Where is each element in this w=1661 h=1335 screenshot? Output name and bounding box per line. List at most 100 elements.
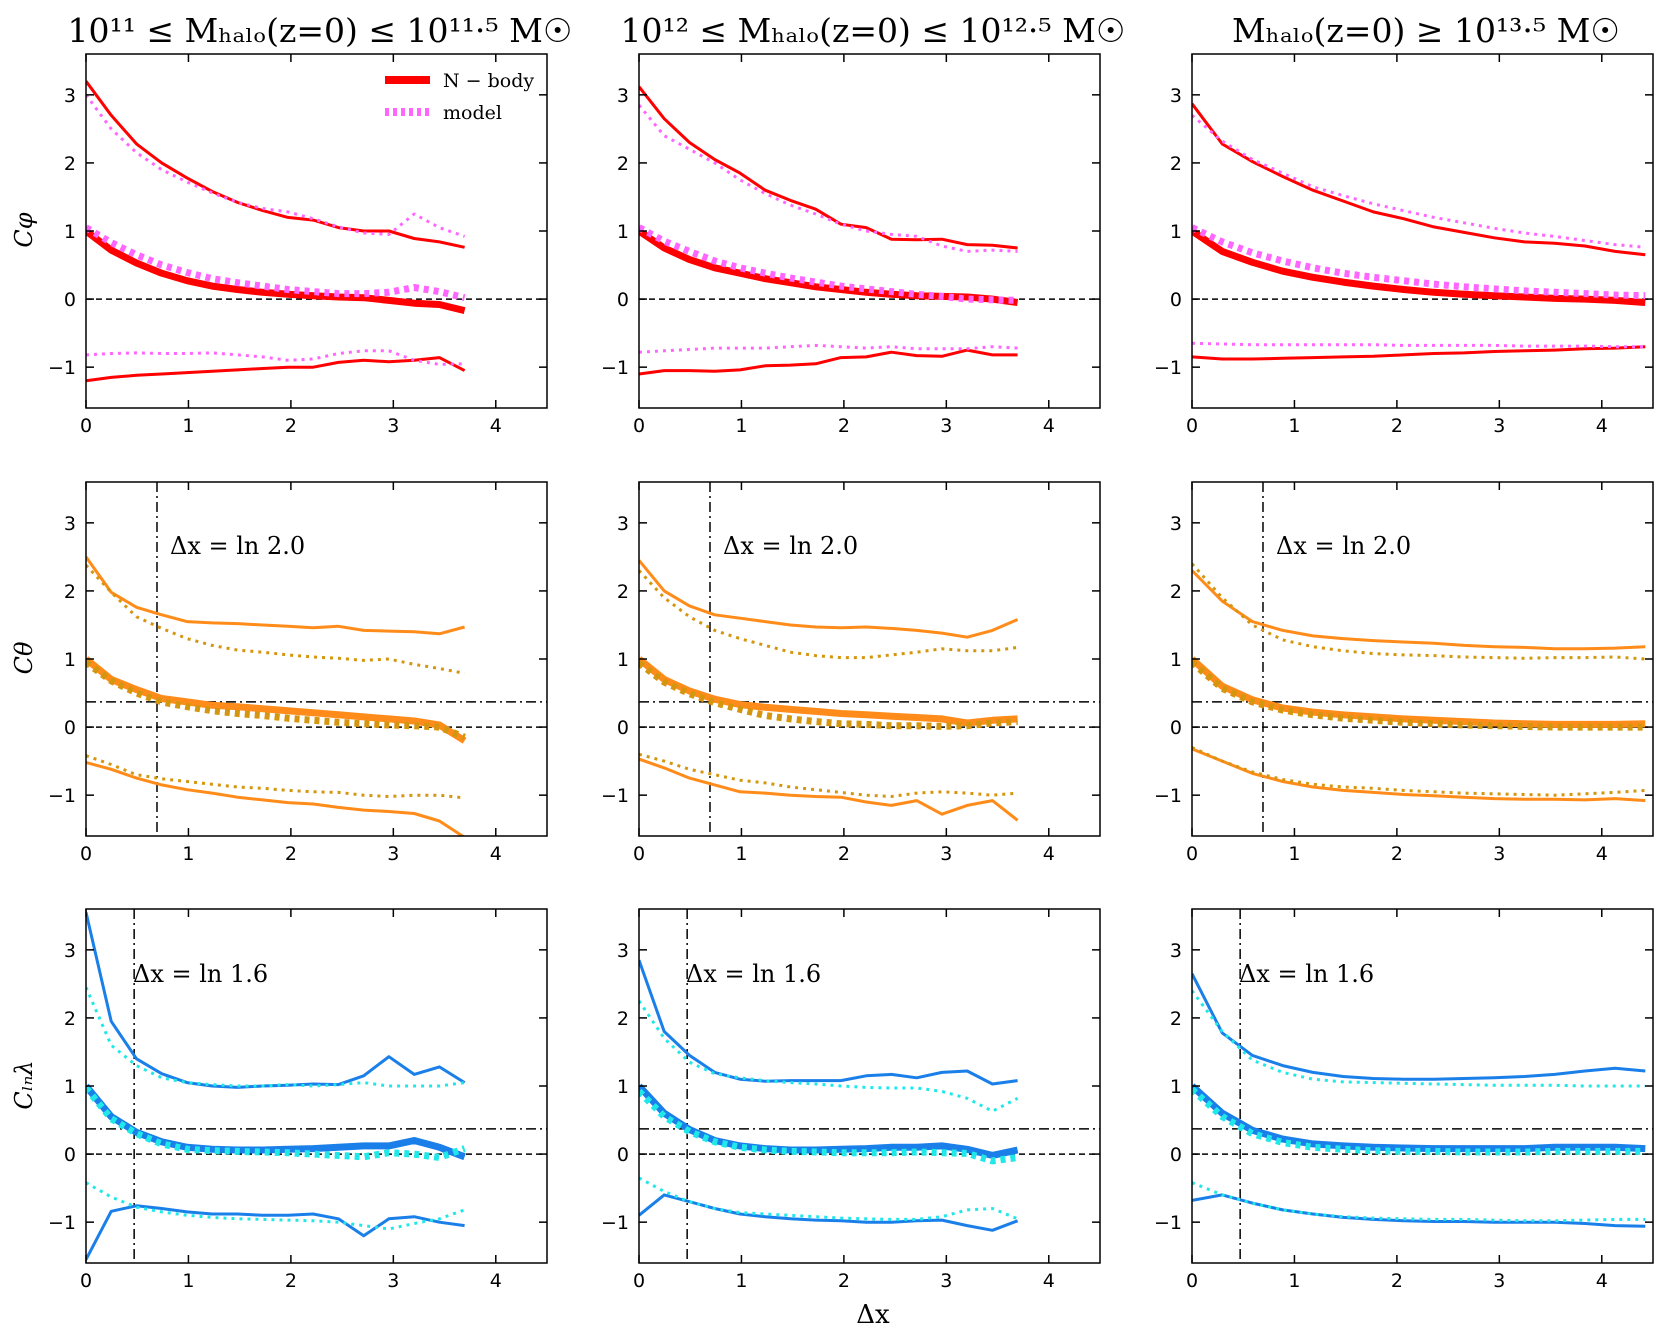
y-tick-label: 3	[1170, 940, 1182, 962]
y-tick-label: −1	[601, 1212, 629, 1234]
series-band-n-body-lower	[1192, 747, 1646, 803]
x-tick-label: 4	[1596, 1270, 1608, 1292]
x-tick-label: 3	[940, 843, 952, 865]
series-model-mean-model-mean	[86, 1085, 466, 1161]
y-tick-label: 2	[64, 1008, 76, 1030]
y-tick-label: 0	[64, 717, 76, 739]
y-tick-label: 1	[64, 221, 76, 243]
panels-group: 0 1 2 3 4 −1 0 1 2 3 0 1 2 3 4 −1 0 1 2 3 0 1 2 3 4 −1 0 1 2 3 0 1 2 3 4 −1…	[48, 53, 1654, 1292]
y-tick-label: 2	[617, 581, 629, 603]
y-tick-label: 3	[64, 513, 76, 535]
y-tick-label: −1	[1154, 357, 1182, 379]
y-tick-label: 1	[1170, 1076, 1182, 1098]
x-tick-label: 2	[285, 1270, 297, 1292]
x-tick-label: 4	[490, 415, 502, 437]
series-band-n-body-upper	[639, 559, 1019, 639]
x-tick-label: 4	[490, 1270, 502, 1292]
series-mean-n-body-mean	[86, 228, 466, 315]
series-model-band-model-lower	[1192, 1181, 1646, 1223]
y-tick-label: 3	[64, 940, 76, 962]
y-tick-label: 0	[617, 289, 629, 311]
series-model-band-model-upper	[86, 564, 465, 675]
y-tick-label: −1	[601, 785, 629, 807]
y-tick-label: 2	[64, 581, 76, 603]
series-model-band-model-lower	[86, 349, 465, 366]
series-model-mean-model-mean	[639, 1088, 1019, 1165]
x-tick-label: 1	[182, 1270, 194, 1292]
y-tick-label: 1	[1170, 649, 1182, 671]
legend: N − body model	[385, 70, 534, 124]
x-tick-label: 3	[387, 415, 399, 437]
y-tick-label: 2	[617, 1008, 629, 1030]
y-tick-label: 2	[1170, 153, 1182, 175]
y-tick-label: 3	[617, 85, 629, 107]
y-tick-label: −1	[1154, 1212, 1182, 1234]
x-tick-label: 3	[387, 1270, 399, 1292]
x-tick-label: 0	[633, 843, 645, 865]
x-tick-label: 3	[1493, 1270, 1505, 1292]
x-tick-label: 3	[940, 1270, 952, 1292]
series-model-band-model-upper	[639, 104, 1018, 253]
x-tick-label: 1	[182, 415, 194, 437]
panel-r3c3: 0 1 2 3 4 −1 0 1 2 3	[1154, 908, 1654, 1292]
xlabel-delta-x: Δx	[856, 1300, 890, 1330]
x-tick-label: 0	[633, 1270, 645, 1292]
series-model-band-model-lower	[639, 752, 1018, 798]
col-title-1: 10¹¹ ≤ Mₕₐₗₒ(z=0) ≤ 10¹¹·⁵ M☉	[67, 11, 572, 50]
annotation-row3-col3: Δx = ln 1.6	[1239, 960, 1374, 988]
annotation-row3-col1: Δx = ln 1.6	[133, 960, 268, 988]
panel-r1c3: 0 1 2 3 4 −1 0 1 2 3	[1154, 53, 1654, 437]
x-tick-label: 4	[1043, 415, 1055, 437]
y-tick-label: 0	[64, 1144, 76, 1166]
series-band-n-body-upper	[1192, 102, 1646, 257]
y-tick-label: 3	[617, 940, 629, 962]
y-tick-label: −1	[48, 1212, 76, 1234]
x-tick-label: 1	[1288, 1270, 1300, 1292]
y-tick-label: 3	[1170, 85, 1182, 107]
x-tick-label: 2	[838, 1270, 850, 1292]
series-band-n-body-lower	[639, 757, 1019, 822]
panel-r2c3: 0 1 2 3 4 −1 0 1 2 3	[1154, 481, 1654, 865]
series-model-band-model-lower	[639, 1176, 1019, 1221]
annotation-row2-col3: Δx = ln 2.0	[1276, 532, 1411, 560]
legend-nbody-label: N − body	[443, 70, 534, 92]
series-model-mean-model-mean	[1192, 224, 1646, 300]
series-band-n-body-lower	[639, 1193, 1019, 1232]
y-tick-label: 1	[617, 221, 629, 243]
y-tick-label: 0	[1170, 289, 1182, 311]
series-band-n-body-upper	[86, 556, 465, 636]
x-tick-label: 0	[1186, 415, 1198, 437]
legend-model-label: model	[443, 102, 502, 124]
y-tick-label: −1	[601, 357, 629, 379]
y-tick-label: 1	[617, 1076, 629, 1098]
series-model-mean-model-mean	[1192, 659, 1646, 731]
y-tick-label: 2	[1170, 1008, 1182, 1030]
y-tick-label: 1	[64, 1076, 76, 1098]
series-model-band-model-upper	[1192, 114, 1646, 249]
series-band-n-body-lower	[86, 356, 466, 383]
series-model-band-model-lower	[1192, 746, 1646, 797]
series-band-n-body-lower	[86, 1204, 465, 1261]
panel-r2c1: 0 1 2 3 4 −1 0 1 2 3	[48, 481, 548, 865]
x-tick-label: 0	[80, 843, 92, 865]
series-band-n-body-upper	[86, 80, 465, 249]
series-model-mean-model-mean	[86, 224, 466, 302]
y-tick-label: 3	[1170, 513, 1182, 535]
series-mean-n-body-mean	[1192, 656, 1646, 728]
series-band-n-body-upper	[86, 912, 466, 1089]
series-mean-n-body-mean	[639, 656, 1018, 727]
series-band-n-body-lower	[86, 761, 466, 836]
x-tick-label: 0	[80, 415, 92, 437]
x-tick-label: 3	[940, 415, 952, 437]
x-tick-label: 4	[1043, 843, 1055, 865]
y-tick-label: 0	[617, 1144, 629, 1166]
col-title-2: 10¹² ≤ Mₕₐₗₒ(z=0) ≤ 10¹²·⁵ M☉	[620, 11, 1125, 50]
x-tick-label: 3	[387, 843, 399, 865]
ylabel-c-phi: Cφ	[10, 212, 38, 247]
panel-r1c2: 0 1 2 3 4 −1 0 1 2 3	[601, 53, 1101, 437]
x-tick-label: 3	[1493, 843, 1505, 865]
x-tick-label: 2	[838, 843, 850, 865]
y-tick-label: 2	[64, 153, 76, 175]
y-tick-label: 0	[1170, 717, 1182, 739]
x-tick-label: 1	[1288, 415, 1300, 437]
